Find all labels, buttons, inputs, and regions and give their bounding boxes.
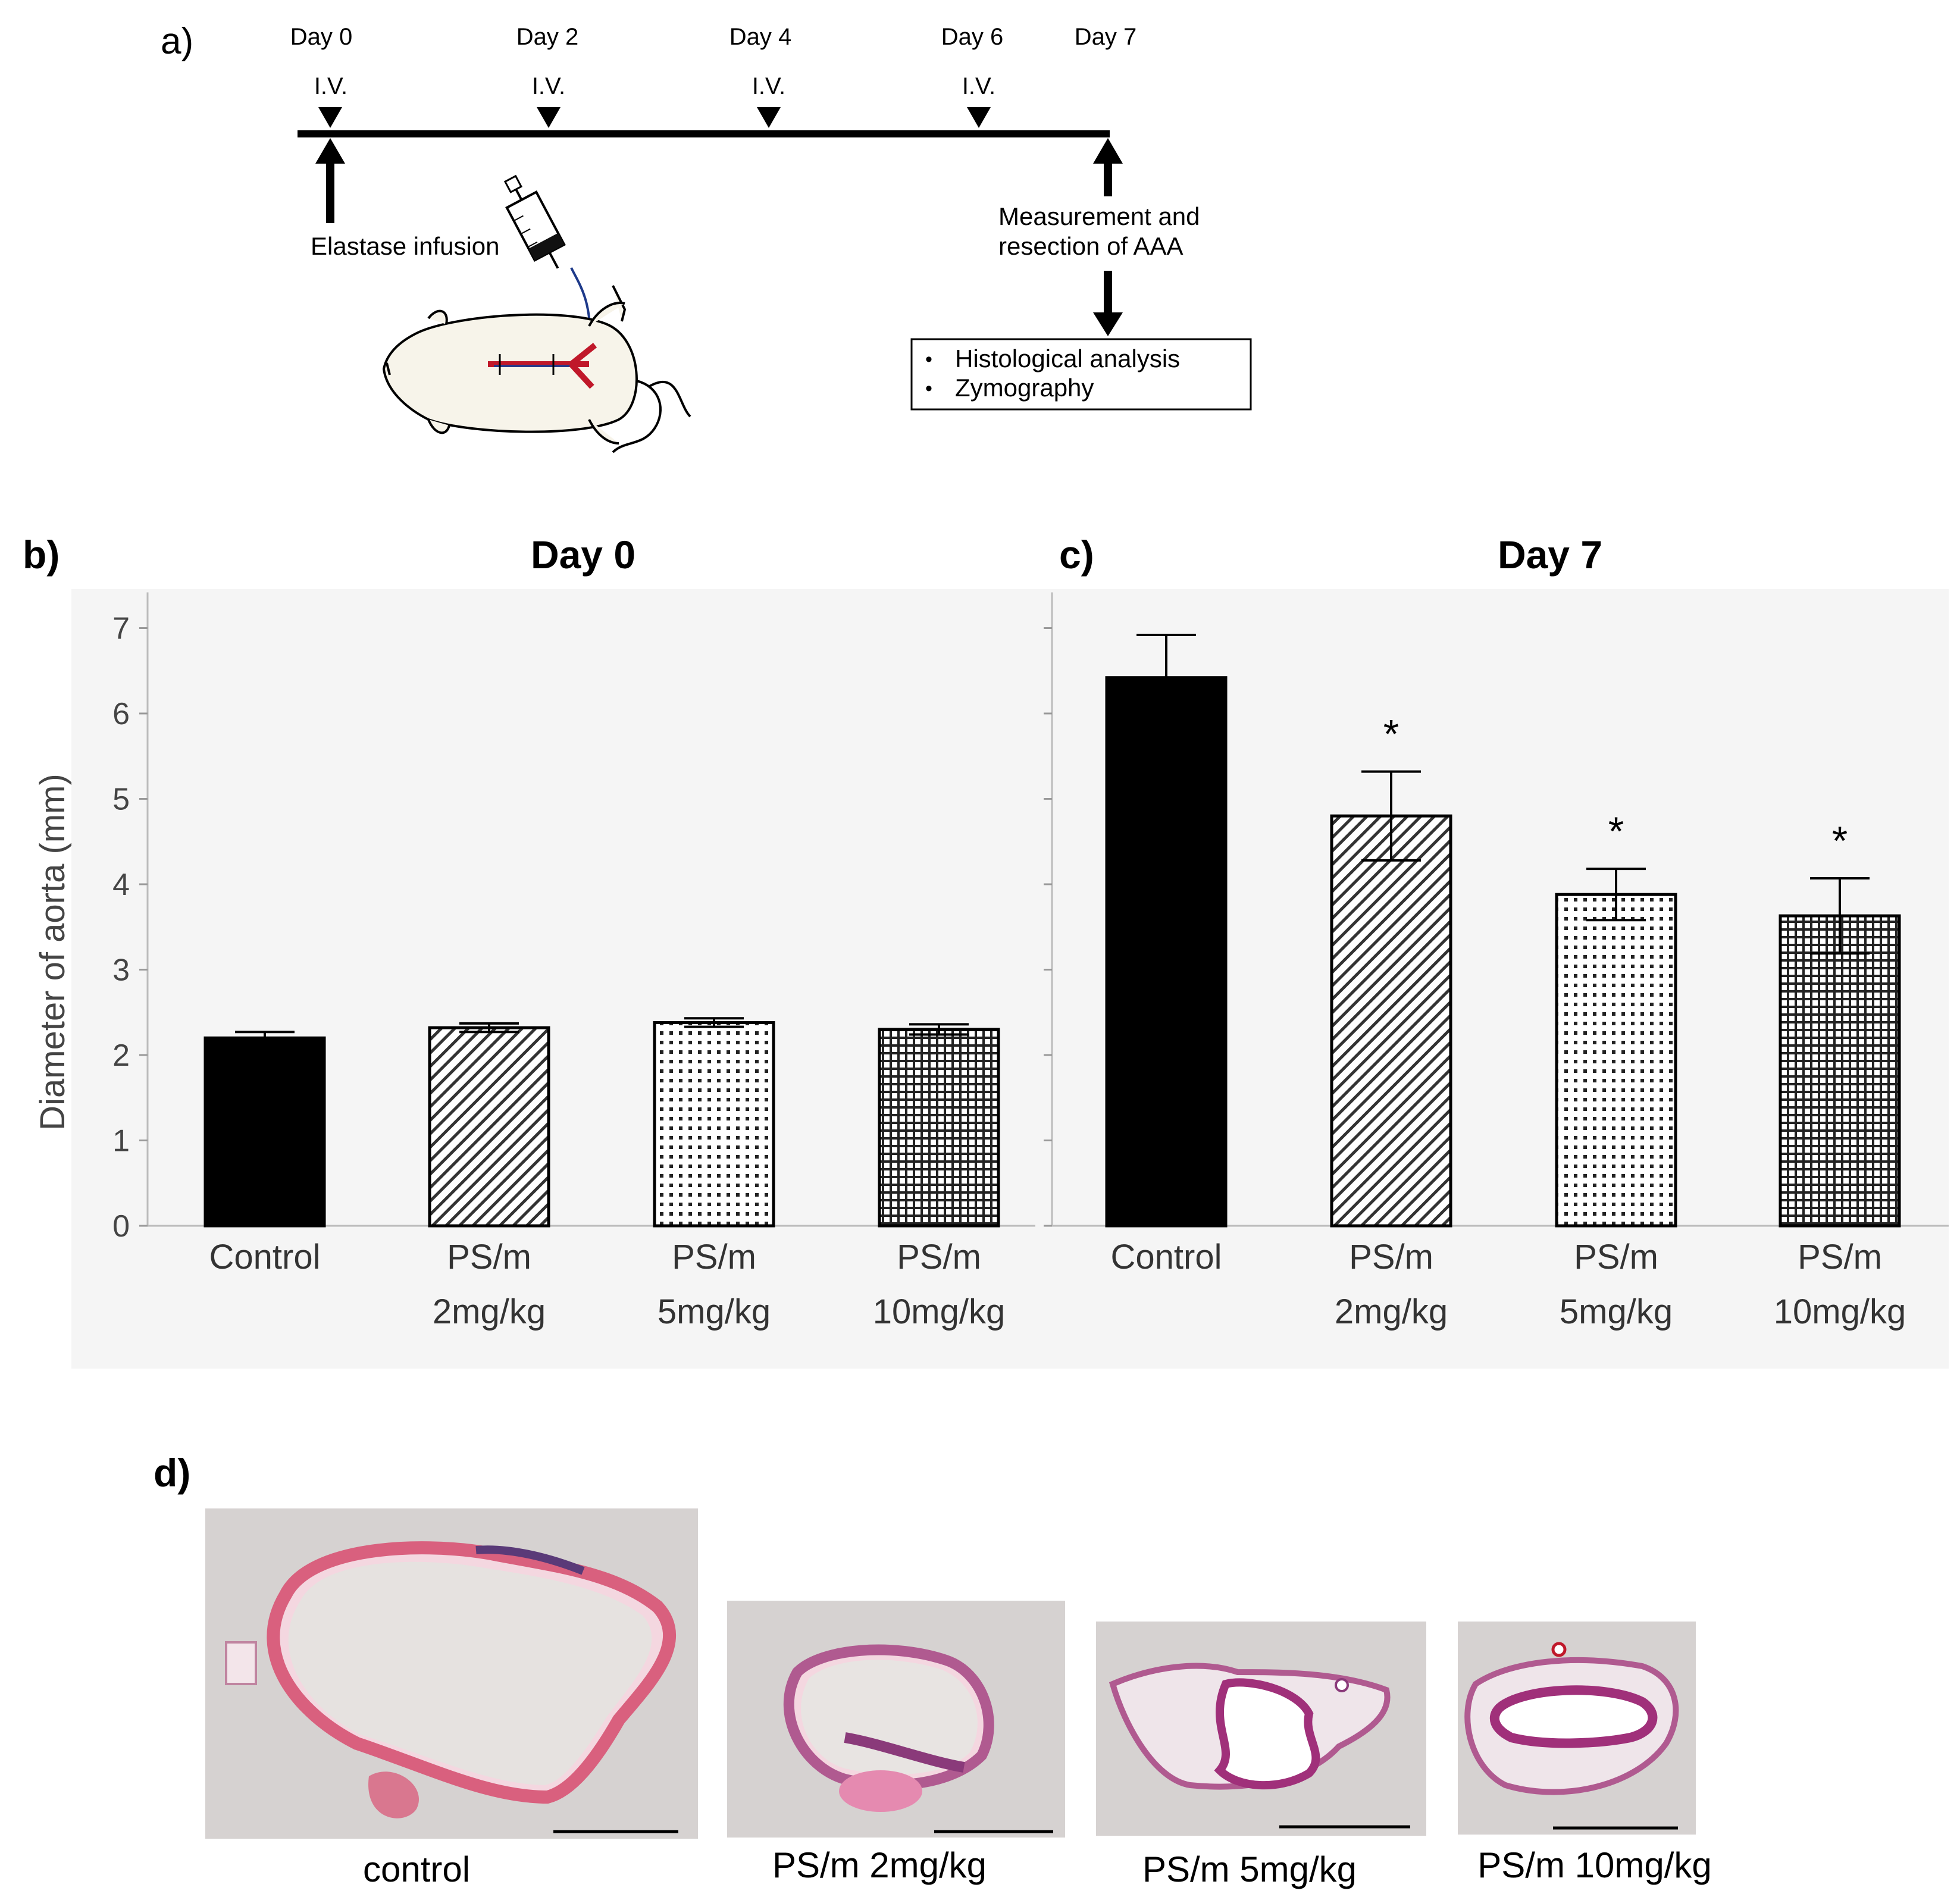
iv-label-0: I.V. [314,73,347,99]
panel-a: a) Day 0 Day 2 Day 4 Day 6 Day 7 I.V. I.… [161,21,1252,453]
x-tick-label: 5mg/kg [1560,1292,1673,1331]
histology-image-control [205,1508,698,1839]
x-tick-label: PS/m [447,1238,531,1276]
injection-marker-day4 [757,107,781,128]
histology-caption-10mg: PS/m 10mg/kg [1477,1845,1712,1885]
bar [878,1028,1000,1228]
histology-image-2mg [727,1601,1065,1838]
injection-markers [318,107,991,128]
x-tick-label: 2mg/kg [433,1292,546,1331]
significance-marker: * [1832,818,1848,863]
y-tick-label: 2 [112,1038,130,1073]
y-tick-label: 5 [112,782,130,817]
panel-d: d) control PS/m 2mg/kg [154,1451,1712,1889]
x-tick-label: PS/m [672,1238,756,1276]
injection-marker-day0 [318,107,342,128]
chart-day0: Day 0 0 1 2 3 4 5 6 7 Diameter of aorta (mm) Contr… [33,533,1035,1331]
analysis-arrow [1093,271,1123,336]
chart-title: Day 7 [1498,533,1602,577]
histology-caption-2mg: PS/m 2mg/kg [772,1845,987,1885]
x-tick-label: PS/m [1574,1238,1658,1276]
y-tick-label: 7 [112,612,130,646]
bar [1555,893,1677,1228]
x-tick-label: 10mg/kg [873,1292,1005,1331]
day-label-6: Day 6 [941,24,1004,50]
svg-text:•: • [925,348,932,371]
chart-day7: Day 7 Control * PS/m 2mg/kg * PS/m 5mg/kg * PS/m 1… [1044,533,1949,1331]
x-tick-label: Control [209,1238,321,1276]
elastase-label: Elastase infusion [311,232,500,260]
y-axis-label: Diameter of aorta (mm) [33,774,72,1130]
panel-d-label: d) [154,1451,190,1495]
y-tick-label: 0 [112,1209,130,1244]
histology-image-10mg [1458,1622,1696,1835]
x-tick-label: PS/m [1349,1238,1433,1276]
iv-label-4: I.V. [752,73,785,99]
analysis-box: • Histological analysis • Zymography [910,338,1252,411]
bar [653,1021,775,1228]
injection-marker-day2 [537,107,561,128]
day-labels: Day 0 Day 2 Day 4 Day 6 Day 7 [290,24,1137,50]
iv-label-2: I.V. [532,73,565,99]
day-label-7: Day 7 [1075,24,1137,50]
y-tick-label: 6 [112,697,130,731]
mouse-illustration [382,285,691,453]
y-tick-label: 3 [112,953,130,988]
x-tick-label: PS/m [897,1238,981,1276]
bar [1105,676,1228,1228]
day-label-0: Day 0 [290,24,353,50]
x-tick-label: 5mg/kg [657,1292,771,1331]
day-label-4: Day 4 [729,24,792,50]
x-tick-label: 2mg/kg [1335,1292,1448,1331]
bar [203,1036,326,1228]
iv-label-6: I.V. [962,73,995,99]
measurement-label-line2: resection of AAA [998,232,1183,260]
x-tick-label: PS/m [1798,1238,1882,1276]
bar [1330,814,1452,1228]
histology-caption-5mg: PS/m 5mg/kg [1142,1849,1357,1889]
bar [1779,914,1901,1228]
measurement-arrow [1093,138,1123,196]
analysis-item-1: Histological analysis [955,345,1180,373]
histology-caption-control: control [363,1849,470,1889]
injection-marker-day6 [967,107,991,128]
bar [428,1026,550,1228]
y-tick-label: 4 [112,868,130,902]
panel-c-label: c) [1059,533,1094,577]
svg-text:•: • [925,377,932,400]
elastase-arrow [315,138,345,223]
iv-labels: I.V. I.V. I.V. I.V. [314,73,995,99]
histology-image-5mg [1096,1622,1426,1836]
x-tick-label: Control [1111,1238,1222,1276]
panel-a-label: a) [161,21,193,62]
panel-b-label: b) [23,533,60,577]
significance-marker: * [1608,809,1624,854]
significance-marker: * [1383,712,1399,757]
analysis-item-2: Zymography [955,374,1094,402]
y-tick-label: 1 [112,1124,130,1159]
measurement-label-line1: Measurement and [998,202,1200,230]
chart-title: Day 0 [531,533,635,577]
day-label-2: Day 2 [516,24,579,50]
x-tick-label: 10mg/kg [1774,1292,1906,1331]
